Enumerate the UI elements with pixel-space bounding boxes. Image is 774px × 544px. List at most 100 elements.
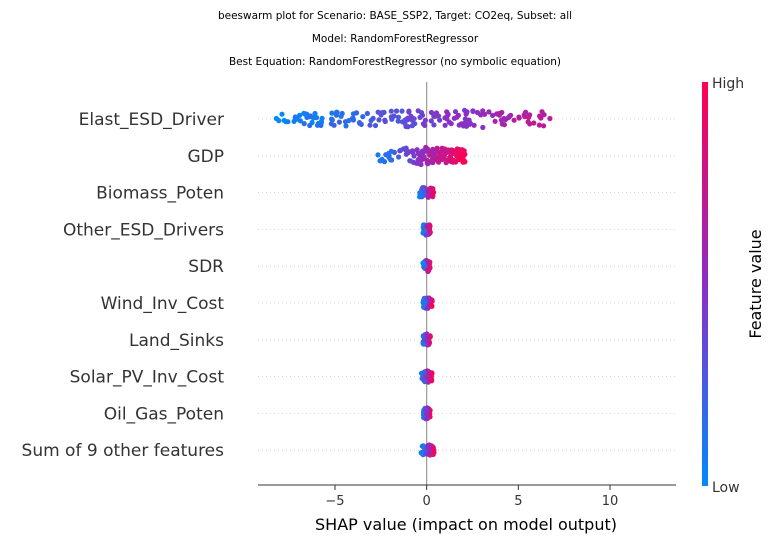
shap-point bbox=[460, 154, 466, 160]
feature-label: Biomass_Poten bbox=[96, 184, 224, 204]
chart-title: beeswarm plot for Scenario: BASE_SSP2, T… bbox=[218, 10, 572, 68]
feature-label: Wind_Inv_Cost bbox=[101, 294, 225, 314]
shap-point bbox=[437, 117, 443, 123]
shap-point bbox=[434, 145, 440, 151]
shap-point bbox=[417, 114, 423, 120]
shap-point bbox=[445, 111, 451, 117]
shap-point bbox=[467, 120, 473, 126]
shap-point bbox=[541, 112, 547, 118]
shap-point bbox=[297, 118, 303, 124]
shap-point bbox=[307, 122, 313, 129]
shap-point bbox=[406, 108, 412, 114]
shap-point bbox=[379, 156, 385, 162]
shap-point bbox=[367, 122, 373, 128]
shap-point bbox=[439, 151, 446, 157]
feature-label: Solar_PV_Inv_Cost bbox=[70, 368, 225, 388]
title-line-2: Model: RandomForestRegressor bbox=[312, 33, 479, 45]
shap-point bbox=[372, 122, 379, 129]
shap-point bbox=[364, 110, 370, 117]
shap-point bbox=[421, 341, 427, 347]
shap-point bbox=[464, 109, 470, 115]
shap-point bbox=[276, 118, 282, 124]
shap-point bbox=[537, 113, 543, 119]
shap-point bbox=[329, 116, 335, 122]
shap-point bbox=[408, 158, 414, 164]
shap-point bbox=[531, 120, 537, 126]
feature-label: Other_ESD_Drivers bbox=[63, 220, 224, 240]
shap-point bbox=[449, 151, 455, 157]
shap-point bbox=[505, 115, 511, 121]
shap-point bbox=[382, 118, 388, 125]
shap-point bbox=[494, 111, 500, 117]
shap-point bbox=[376, 117, 382, 123]
shap-point bbox=[336, 119, 342, 125]
feature-label: Oil_Gas_Poten bbox=[104, 404, 224, 424]
x-tick-label: 0 bbox=[423, 494, 431, 509]
feature-label: GDP bbox=[187, 147, 224, 167]
colorbar: High Low Feature value bbox=[702, 76, 765, 496]
shap-point bbox=[525, 119, 531, 125]
shap-point bbox=[463, 119, 469, 125]
colorbar-high-label: High bbox=[712, 76, 744, 92]
shap-point bbox=[439, 145, 445, 151]
shap-point bbox=[285, 119, 291, 125]
title-line-3: Best Equation: RandomForestRegressor (no… bbox=[229, 56, 561, 68]
shap-point bbox=[422, 122, 428, 128]
shap-point bbox=[318, 118, 324, 124]
shap-point bbox=[522, 114, 528, 120]
x-axis: −5 0 5 10 bbox=[258, 484, 676, 509]
shap-point bbox=[395, 118, 401, 124]
shap-point bbox=[430, 153, 436, 159]
shap-point bbox=[386, 150, 392, 156]
shap-point bbox=[428, 109, 435, 116]
shap-point bbox=[428, 186, 434, 192]
shap-point bbox=[403, 147, 409, 153]
shap-point bbox=[357, 120, 363, 126]
shap-point bbox=[424, 146, 430, 152]
shap-point bbox=[541, 123, 547, 129]
shap-point bbox=[480, 124, 486, 130]
shap-point bbox=[431, 122, 437, 128]
shap-point bbox=[412, 121, 418, 127]
shap-point bbox=[386, 154, 392, 160]
shap-point bbox=[457, 147, 463, 153]
shap-point bbox=[430, 159, 436, 166]
shap-point bbox=[417, 192, 423, 199]
shap-point bbox=[339, 110, 345, 117]
shap-point bbox=[451, 115, 457, 121]
shap-point bbox=[419, 148, 425, 155]
shap-point bbox=[421, 369, 427, 375]
shap-point bbox=[499, 109, 505, 116]
shap-point bbox=[511, 117, 517, 123]
shap-point bbox=[450, 159, 456, 165]
colorbar-gradient bbox=[702, 82, 708, 486]
shap-point bbox=[360, 114, 366, 120]
shap-point bbox=[312, 110, 318, 117]
shap-point bbox=[499, 121, 505, 127]
shap-point bbox=[329, 110, 335, 116]
shap-point bbox=[470, 108, 476, 114]
feature-label: Land_Sinks bbox=[129, 331, 224, 351]
shap-point bbox=[393, 108, 400, 114]
shap-point bbox=[411, 153, 417, 159]
shap-point bbox=[425, 225, 431, 231]
shap-point bbox=[419, 157, 425, 163]
shap-point bbox=[388, 108, 394, 114]
shap-point bbox=[350, 111, 356, 117]
shap-point bbox=[446, 119, 452, 125]
shap-point bbox=[418, 450, 424, 456]
colorbar-low-label: Low bbox=[712, 480, 740, 496]
x-tick-label: 5 bbox=[514, 494, 522, 509]
shap-point bbox=[424, 331, 430, 338]
shap-point bbox=[427, 449, 433, 455]
shap-point bbox=[462, 158, 468, 164]
shap-point bbox=[307, 113, 313, 119]
shap-point bbox=[426, 376, 432, 382]
shap-point bbox=[334, 109, 340, 115]
shap-point bbox=[346, 118, 352, 124]
shap-point bbox=[498, 117, 505, 123]
x-tick-label: −5 bbox=[325, 494, 344, 509]
shap-point bbox=[420, 260, 426, 266]
shap-point bbox=[452, 109, 459, 115]
